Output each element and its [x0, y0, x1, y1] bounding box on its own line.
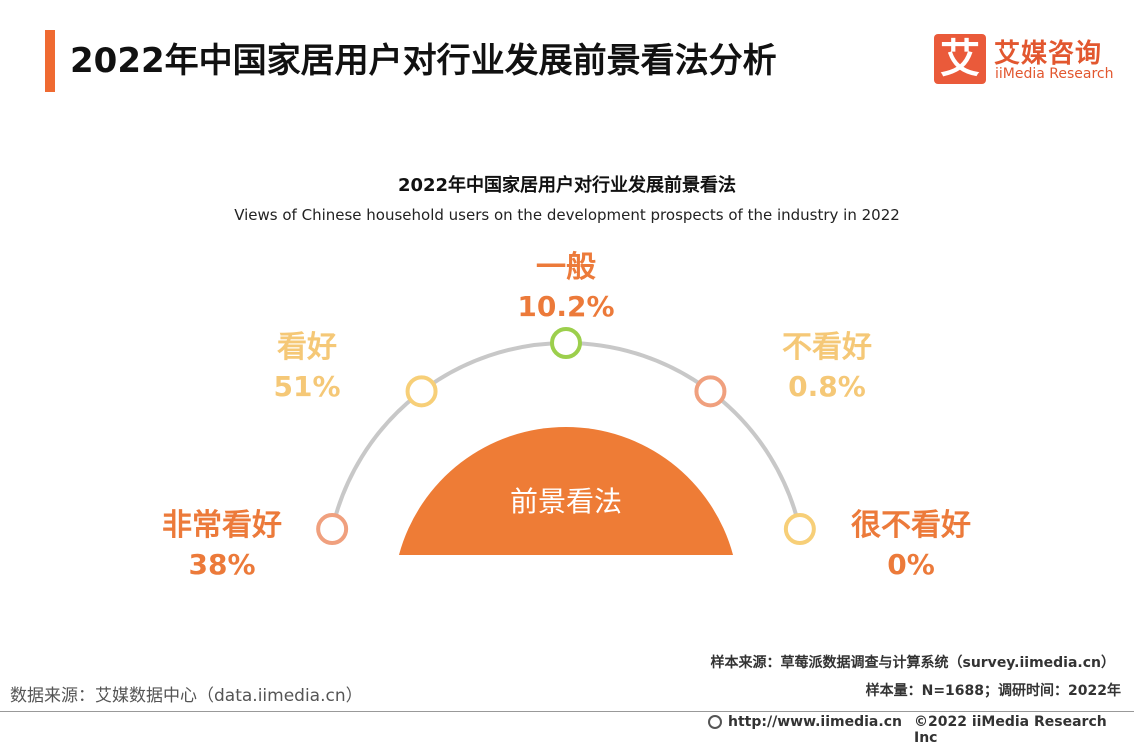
title-accent-bar	[45, 30, 55, 92]
marker-2	[405, 375, 438, 408]
category-label-3: 一般	[536, 250, 596, 285]
website-link[interactable]: http://www.iimedia.cn	[708, 714, 902, 730]
brand-name-en: iiMedia Research	[995, 66, 1114, 82]
chart-title: 2022年中国家居用户对行业发展前景看法	[397, 175, 737, 196]
brand-name-cn: 艾媒咨询	[994, 39, 1103, 69]
page-title: 2022年中国家居用户对行业发展前景看法分析	[70, 41, 777, 81]
category-label-1: 非常看好	[162, 508, 282, 543]
value-label-2: 51%	[273, 370, 340, 403]
category-label-2: 看好	[277, 330, 337, 365]
data-source: 数据来源：艾媒数据中心（data.iimedia.cn）	[10, 686, 363, 706]
value-label-4: 0.8%	[788, 370, 866, 403]
marker-1	[316, 513, 349, 546]
copyright: ©2022 iiMedia Research Inc	[914, 714, 1107, 746]
center-disc	[398, 427, 734, 555]
category-label-5: 很不看好	[851, 508, 971, 543]
value-label-1: 38%	[188, 548, 255, 581]
chart-subtitle: Views of Chinese household users on the …	[234, 206, 900, 224]
value-label-5: 0%	[887, 548, 935, 581]
marker-4	[694, 375, 727, 408]
value-label-3: 10.2%	[517, 290, 614, 323]
category-label-4: 不看好	[782, 330, 872, 365]
center-label: 前景看法	[510, 485, 622, 518]
sample-size: 样本量：N=1688；调研时间：2022年	[865, 683, 1121, 699]
marker-5	[783, 513, 816, 546]
sample-source: 样本来源：草莓派数据调查与计算系统（survey.iimedia.cn）	[710, 655, 1115, 671]
marker-3	[550, 327, 582, 359]
website-url: http://www.iimedia.cn	[728, 714, 902, 730]
footer-divider	[0, 711, 1134, 712]
globe-icon	[708, 715, 722, 729]
brand-logo-icon: 艾	[934, 34, 986, 84]
